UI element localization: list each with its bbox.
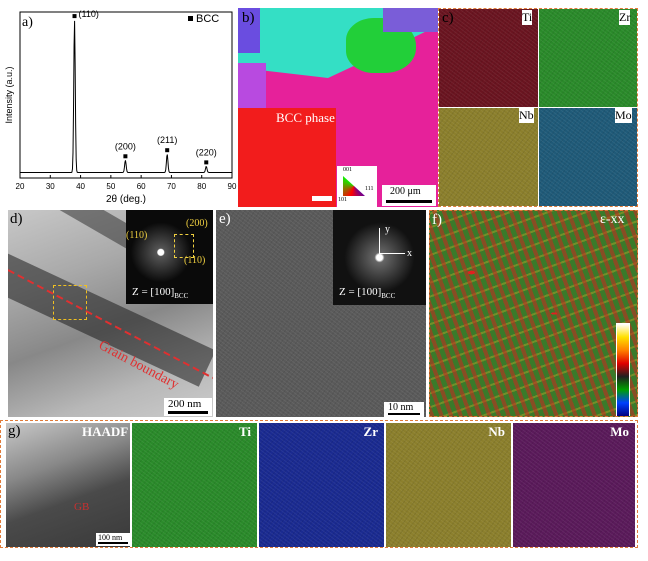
xrd-xlabel: 2θ (deg.)	[106, 194, 146, 205]
panel-e-hrtem: y x Z = [100]BCC 10 nm e)	[216, 210, 426, 417]
eds-map-mo	[539, 108, 637, 206]
xrd-chart-svg: (110) (200) (211) (220) 20 30 40 50 60 70 80 90 2θ (…	[4, 9, 237, 205]
xrd-ylabel: Intensity (a.u.)	[4, 66, 14, 123]
g-element-zr: Zr	[363, 424, 378, 439]
strain-title: ε-xx	[600, 212, 625, 227]
legend-marker	[188, 16, 193, 21]
element-label-zr: Zr	[619, 10, 631, 25]
inset-scalebar	[312, 196, 332, 201]
ebsd-scalebar	[386, 200, 432, 203]
panel-c-label: c)	[442, 10, 454, 26]
grain-violet	[238, 63, 266, 108]
panel-a-xrd-chart: (110) (200) (211) (220) 20 30 40 50 60 70 80 90 2θ (…	[0, 0, 238, 207]
ipf-triangle-key: 001 101 111	[337, 166, 377, 207]
plane-110-label-a: (110)	[126, 230, 148, 241]
gb-label: GB	[74, 501, 90, 513]
zone-axis-e: Z = [100]BCC	[339, 286, 396, 301]
ipf-101-label: 101	[338, 197, 347, 203]
panel-b-ebsd-map: BCC phase 001 101 111 200 μm b)	[238, 8, 438, 207]
eds-g-ti: Ti	[132, 423, 257, 547]
bcc-phase-inset: BCC phase	[238, 108, 336, 207]
panel-f-label: f)	[432, 212, 442, 228]
bcc-phase-label: BCC phase	[276, 110, 335, 125]
xtick-label-1: 30	[46, 182, 55, 191]
ipf-triangle-icon	[343, 176, 365, 196]
axis-x-label: x	[407, 248, 412, 259]
panel-f-strain-map: ε-xx f)	[429, 210, 638, 417]
zone-axis-d: Z = [100]BCC	[132, 286, 189, 301]
plane-110-label-b: (110)	[184, 255, 206, 266]
peak-label-2: (211)	[157, 135, 177, 145]
panel-g-haadf-eds: HAADF GB 100 nm g) Ti Zr Nb Mo	[0, 420, 638, 548]
element-label-ti: Ti	[522, 10, 533, 25]
xtick-label-4: 60	[137, 182, 146, 191]
panel-c-eds-maps: Ti Zr Nb Mo c)	[438, 8, 638, 207]
plane-200-label: (200)	[186, 218, 208, 229]
panel-d-tem-image: (200) (110) (110) Z = [100]BCC Grain bou…	[8, 210, 213, 417]
xtick-label-5: 70	[167, 182, 176, 191]
grain-purple	[383, 8, 438, 32]
xtick-label-3: 50	[106, 182, 115, 191]
xrd-frame	[19, 11, 233, 179]
tem-scale-box: 200 nm	[164, 398, 212, 416]
ipf-111-label: 111	[365, 186, 374, 192]
ipf-001-label: 001	[343, 167, 352, 173]
peak-label-3: (220)	[196, 147, 217, 157]
eds-map-nb	[439, 108, 538, 206]
element-label-mo: Mo	[615, 108, 632, 123]
legend-bcc: BCC	[196, 13, 219, 25]
peak-label-0: (110)	[79, 9, 99, 19]
eds-map-zr	[539, 9, 637, 107]
axis-y-label: y	[385, 224, 390, 235]
roi-box	[53, 285, 87, 320]
xtick-label-0: 20	[16, 182, 25, 191]
strain-colorbar	[616, 323, 630, 416]
peak-marker-1	[123, 154, 128, 159]
peak-marker-3	[204, 160, 209, 165]
grain-boundary-line	[8, 269, 213, 379]
tem-scale-text: 200 nm	[168, 398, 202, 410]
hrtem-scalebar	[388, 413, 420, 415]
saed-inset: (200) (110) (110) Z = [100]BCC	[126, 210, 213, 304]
panel-g-label: g)	[8, 423, 21, 439]
eds-g-zr: Zr	[259, 423, 384, 547]
panel-d-label: d)	[10, 211, 23, 227]
peak-marker-2	[165, 148, 170, 153]
hrtem-scale-box: 10 nm	[384, 402, 424, 417]
haadf-scalebar	[98, 542, 128, 544]
xtick-label-7: 90	[228, 182, 237, 191]
scale-box: 200 μm	[382, 185, 436, 206]
peak-marker-0	[72, 14, 77, 19]
element-label-nb: Nb	[519, 108, 534, 123]
panel-e-label: e)	[219, 211, 231, 227]
xtick-label-6: 80	[197, 182, 206, 191]
diffraction-box	[174, 234, 194, 258]
g-element-mo: Mo	[610, 424, 629, 439]
haadf-image: HAADF GB 100 nm g)	[6, 423, 130, 547]
xtick-label-2: 40	[76, 182, 85, 191]
hrtem-scale-text: 10 nm	[388, 402, 414, 413]
xrd-pattern-line	[19, 20, 232, 173]
axis-x-arrow	[379, 253, 405, 254]
peak-label-1: (200)	[115, 141, 136, 151]
g-element-ti: Ti	[238, 424, 251, 439]
tem-scalebar	[168, 411, 208, 414]
panel-a-label: a)	[22, 15, 33, 30]
panel-b-label: b)	[242, 10, 255, 26]
axis-y-arrow	[379, 228, 380, 254]
fft-inset: y x Z = [100]BCC	[333, 210, 426, 305]
eds-map-ti	[439, 9, 538, 107]
g-element-nb: Nb	[488, 424, 505, 439]
eds-g-mo: Mo	[513, 423, 635, 547]
haadf-scale-text: 100 nm	[98, 533, 123, 542]
ebsd-scale-text: 200 μm	[390, 186, 421, 197]
grain-blue	[238, 8, 260, 53]
haadf-label: HAADF	[82, 424, 129, 439]
eds-g-nb: Nb	[386, 423, 511, 547]
haadf-scale-box: 100 nm	[96, 533, 130, 546]
